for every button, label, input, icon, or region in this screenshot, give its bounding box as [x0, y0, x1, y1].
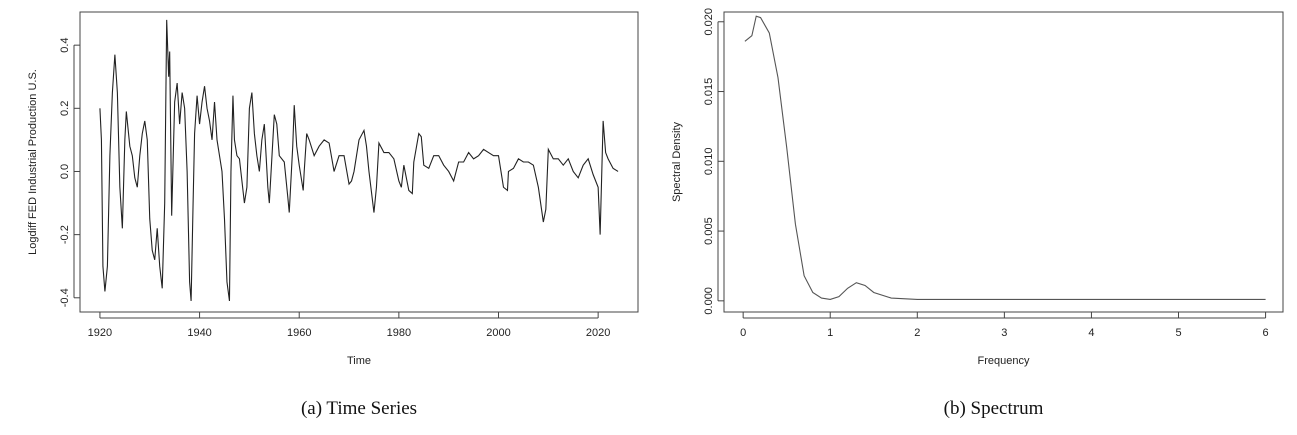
y-tick-label: -0.4 [59, 288, 71, 307]
data-line [744, 15, 1266, 301]
x-tick-label: 3 [1001, 327, 1007, 339]
x-tick-label: 2020 [586, 327, 610, 339]
x-axis-title: Frequency [978, 355, 1030, 367]
y-axis-title: Spectral Density [671, 121, 683, 202]
y-tick-label: 0.005 [703, 217, 715, 245]
x-tick-label: 2000 [486, 327, 510, 339]
caption: (a) Time Series [301, 398, 417, 419]
x-tick-label: 4 [1088, 327, 1094, 339]
y-tick-label: 0.2 [59, 101, 71, 116]
y-tick-label: 0.0 [59, 164, 71, 179]
x-tick-label: 1920 [88, 327, 112, 339]
y-tick-label: 0.010 [703, 148, 715, 176]
data-line [99, 19, 619, 302]
x-tick-label: 2 [914, 327, 920, 339]
x-tick-label: 1960 [287, 327, 311, 339]
y-tick-label: 0.020 [703, 8, 715, 36]
x-tick-label: 6 [1263, 327, 1269, 339]
x-tick-label: 1940 [187, 327, 211, 339]
plot-frame [79, 11, 639, 313]
x-tick-label: 0 [740, 327, 746, 339]
y-axis-title: Logdiff FED Industrial Production U.S. [27, 69, 39, 255]
x-tick-label: 5 [1175, 327, 1181, 339]
x-tick-label: 1980 [387, 327, 411, 339]
caption: (b) Spectrum [944, 398, 1044, 419]
y-tick-label: 0.000 [703, 287, 715, 315]
plot-frame [723, 11, 1284, 313]
x-axis-title: Time [347, 355, 371, 367]
y-tick-label: 0.015 [703, 78, 715, 106]
y-tick-label: 0.4 [59, 38, 71, 53]
y-tick-label: -0.2 [59, 225, 71, 244]
x-tick-label: 1 [827, 327, 833, 339]
